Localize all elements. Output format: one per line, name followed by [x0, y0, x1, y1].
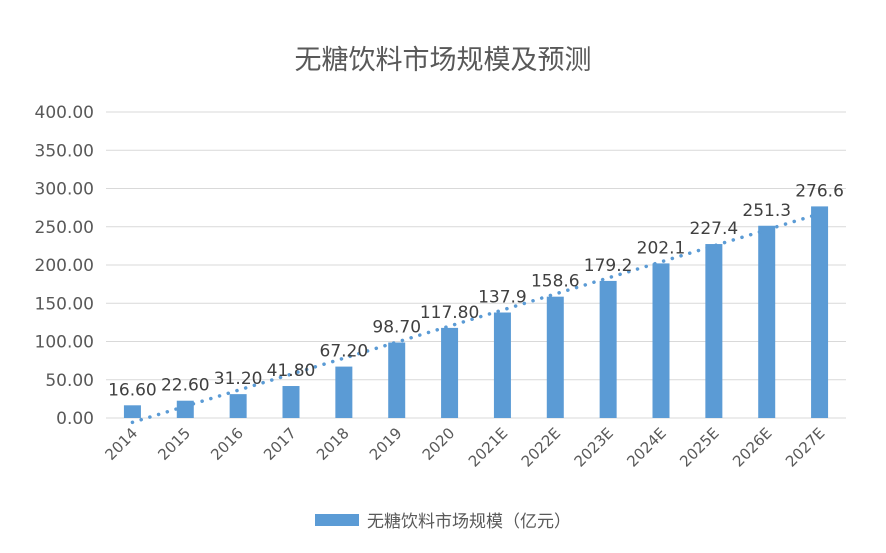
legend-swatch — [315, 513, 359, 526]
x-tick-label: 2021E — [465, 424, 511, 470]
data-label: 98.70 — [372, 317, 421, 337]
x-tick-label: 2019 — [366, 424, 406, 464]
x-tick-label: 2024E — [623, 424, 669, 470]
legend-label: 无糖饮料市场规模（亿元） — [367, 512, 571, 532]
data-label: 16.60 — [108, 380, 157, 400]
x-tick-label: 2027E — [782, 424, 828, 470]
bar — [705, 244, 723, 418]
x-tick-label: 2018 — [313, 424, 353, 464]
y-tick-label: 0.00 — [56, 409, 94, 429]
bar — [546, 296, 564, 418]
x-tick-label: 2026E — [729, 424, 775, 470]
x-tick-label: 2016 — [207, 424, 247, 464]
data-label: 276.6 — [795, 181, 844, 201]
x-tick-label: 2014 — [102, 424, 142, 464]
bar — [176, 400, 194, 418]
bar — [388, 342, 406, 418]
y-tick-label: 300.00 — [35, 180, 94, 200]
legend: 无糖饮料市场规模（亿元） — [0, 507, 886, 532]
data-label: 158.6 — [531, 272, 580, 292]
x-tick-label: 2017 — [260, 424, 300, 464]
data-label: 41.80 — [267, 361, 316, 381]
x-tick-label: 2015 — [154, 424, 194, 464]
y-tick-label: 100.00 — [35, 333, 94, 353]
bar — [123, 405, 141, 418]
data-label: 179.2 — [584, 256, 633, 276]
data-label: 137.9 — [478, 288, 527, 308]
bar — [493, 312, 511, 418]
bar — [229, 394, 247, 418]
data-label: 227.4 — [690, 219, 739, 239]
y-tick-label: 250.00 — [35, 218, 94, 238]
bar — [758, 225, 776, 418]
trendline — [130, 212, 822, 425]
x-tick-label: 2022E — [518, 424, 564, 470]
bar — [335, 366, 353, 418]
bar — [652, 263, 670, 418]
chart-title: 无糖饮料市场规模及预测 — [294, 45, 592, 76]
y-tick-label: 50.00 — [45, 371, 94, 391]
data-label: 251.3 — [742, 201, 791, 221]
bar — [599, 280, 617, 418]
data-label: 22.60 — [161, 376, 210, 396]
y-tick-label: 400.00 — [35, 103, 94, 123]
y-tick-label: 350.00 — [35, 141, 94, 161]
data-label: 31.20 — [214, 369, 263, 389]
data-label: 202.1 — [637, 238, 686, 258]
x-tick-label: 2025E — [676, 424, 722, 470]
x-tick-label: 2020 — [419, 424, 459, 464]
x-tick-label: 2023E — [571, 424, 617, 470]
bar — [282, 386, 300, 418]
y-tick-label: 200.00 — [35, 256, 94, 276]
y-tick-label: 150.00 — [35, 294, 94, 314]
data-label: 67.20 — [320, 342, 369, 362]
data-label: 117.80 — [420, 303, 479, 323]
bar — [811, 206, 829, 418]
bar — [441, 327, 459, 418]
